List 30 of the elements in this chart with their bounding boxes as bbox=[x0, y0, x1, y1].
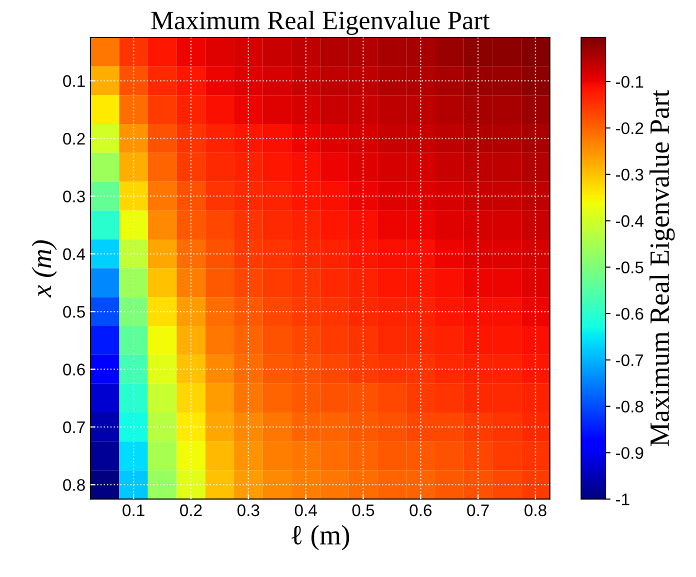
x-tick-label: 0.1 bbox=[122, 504, 144, 516]
color-bar-label: -1 bbox=[616, 494, 630, 506]
y-tick-label: 0.6 bbox=[63, 364, 85, 376]
x-axis-title: ℓ (m) bbox=[292, 525, 350, 550]
color-bar-label: -0.1 bbox=[616, 76, 644, 88]
x-tick-label: 0.8 bbox=[524, 504, 546, 516]
color-bar-label: -0.6 bbox=[616, 308, 644, 320]
y-tick-label: 0.3 bbox=[63, 190, 85, 202]
x-tick-label: 0.5 bbox=[352, 504, 374, 516]
color-bar-label: -0.5 bbox=[616, 262, 644, 274]
y-tick-label: 0.7 bbox=[63, 421, 85, 434]
y-axis-title: x (m) bbox=[32, 240, 57, 298]
y-tick-label: 0.4 bbox=[63, 248, 86, 260]
color-bar-label: -0.8 bbox=[616, 400, 644, 413]
y-tick-label: 0.5 bbox=[63, 306, 85, 318]
y-tick-label: 0.8 bbox=[63, 479, 85, 491]
chart-title: Maximum Real Eigenvalue Part bbox=[151, 10, 490, 35]
x-tick-label: 0.7 bbox=[467, 504, 489, 516]
x-tick-label: 0.6 bbox=[410, 504, 432, 516]
x-tick-label: 0.4 bbox=[294, 504, 317, 516]
color-bar-label: -0.7 bbox=[616, 354, 644, 366]
y-tick-label: 0.2 bbox=[63, 132, 85, 145]
color-bar-label: -0.3 bbox=[616, 168, 644, 181]
color-bar-title: Maximum Real Eigenvalue Part bbox=[650, 90, 675, 446]
x-tick-label: 0.3 bbox=[237, 504, 260, 516]
color-bar-label: -0.4 bbox=[616, 215, 644, 227]
x-tick-label: 0.2 bbox=[180, 504, 202, 516]
y-tick-label: 0.1 bbox=[63, 75, 85, 87]
color-bar-label: -0.2 bbox=[616, 122, 644, 134]
color-bar-label: -0.9 bbox=[616, 447, 644, 459]
